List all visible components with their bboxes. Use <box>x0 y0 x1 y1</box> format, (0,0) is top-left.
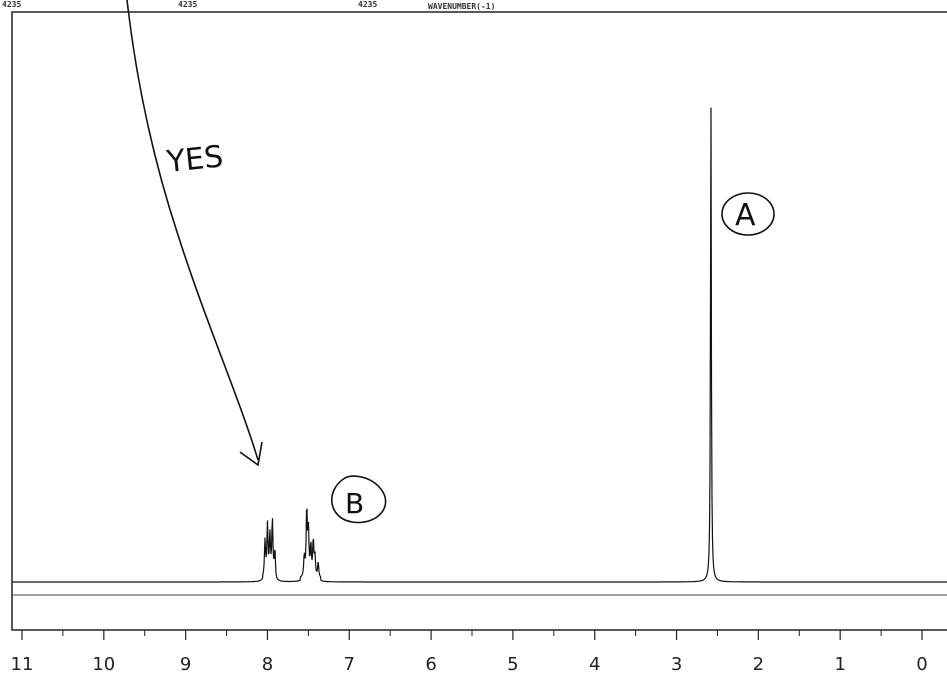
x-tick-label: 11 <box>11 654 34 675</box>
peak-a-circle <box>721 192 775 236</box>
x-tick-label: 10 <box>92 654 115 675</box>
x-tick-label: 9 <box>180 654 191 675</box>
x-axis-tick-labels: 11 10 9 8 7 6 5 4 3 2 1 0 <box>11 654 928 675</box>
handwritten-yes-label: YES <box>164 139 225 180</box>
x-tick-label: 1 <box>834 654 845 675</box>
header-stub-left: 4235 <box>2 0 21 9</box>
hand-arrow-head <box>239 441 263 467</box>
x-tick-label: 7 <box>344 654 355 675</box>
hand-arrow-line <box>126 0 259 461</box>
axis-caption: WAVENUMBER(-1) <box>428 2 495 11</box>
header-stub-mid-1: 4235 <box>178 0 197 9</box>
x-tick-label: 5 <box>507 654 518 675</box>
plot-frame <box>11 11 947 631</box>
x-tick-label: 3 <box>671 654 682 675</box>
x-tick-label: 6 <box>425 654 436 675</box>
x-tick-label: 8 <box>262 654 273 675</box>
peak-b-label: B <box>345 487 364 520</box>
peak-b-circle <box>330 475 387 524</box>
header-stub-mid-2: 4235 <box>358 0 377 9</box>
x-tick-label: 0 <box>916 654 927 675</box>
spectrum-trace <box>12 107 947 583</box>
x-axis-ticks <box>21 630 923 640</box>
x-tick-label: 4 <box>589 654 600 675</box>
peak-a-label: A <box>735 198 756 233</box>
x-tick-label: 2 <box>753 654 764 675</box>
